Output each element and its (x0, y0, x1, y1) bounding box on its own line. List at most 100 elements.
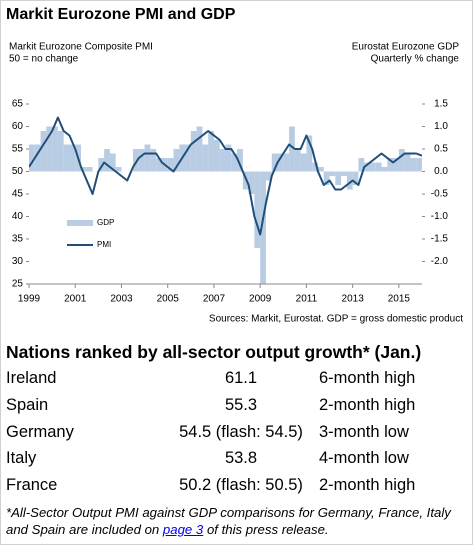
y2-tick-label: -2.0 (431, 256, 449, 267)
x-tick-label: 2001 (64, 294, 87, 305)
gdp-bar (173, 149, 180, 172)
x-tick-label: 2011 (296, 294, 318, 305)
gdp-bar (115, 167, 122, 172)
table-row: Ireland 61.1 6-month high (1, 365, 472, 392)
y2-tick-label: -1.5 (431, 234, 449, 245)
footnote-text: of this press release. (206, 522, 329, 537)
legend-label: PMI (97, 240, 111, 249)
y2-tick-label: -0.5 (431, 189, 449, 200)
gdp-bar (317, 167, 324, 172)
gdp-bar (190, 131, 197, 172)
trend: 3-month low (319, 422, 409, 441)
gdp-bar (294, 149, 301, 172)
right-axis-label: Eurostat Eurozone GDP (352, 42, 460, 53)
gdp-bar (404, 153, 411, 172)
country: Spain (6, 395, 49, 414)
gdp-bar (81, 167, 87, 172)
y2-tick-label: 1.0 (434, 121, 448, 132)
gdp-bar (289, 126, 295, 172)
pmi-value: 50.2 (flash: 50.5) (179, 476, 303, 495)
y2-tick-label: 0.5 (434, 144, 448, 155)
gdp-bar (138, 149, 145, 172)
gdp-bar (335, 171, 342, 185)
x-tick-label: 2009 (249, 294, 272, 305)
gdp-bar (185, 144, 191, 172)
gdp-bar (300, 153, 307, 172)
gdp-bar (156, 158, 162, 172)
table-row: Italy 53.8 4-month low (1, 445, 472, 472)
gdp-bar (248, 171, 255, 194)
gdp-bar (387, 158, 394, 172)
gdp-bar (29, 144, 35, 172)
left-axis-label: Markit Eurozone Composite PMI (9, 42, 153, 53)
x-tick-label: 1999 (18, 294, 41, 305)
gdp-bar (329, 171, 336, 176)
gdp-bar (46, 126, 53, 172)
footnote: *All-Sector Output PMI against GDP compa… (6, 504, 468, 538)
gdp-bar (398, 149, 405, 172)
gdp-bar (358, 158, 365, 172)
gdp-bar (341, 171, 347, 176)
x-tick-label: 2005 (157, 294, 180, 305)
gdp-bar (306, 135, 313, 172)
y2-tick-label: -1.0 (431, 211, 449, 222)
pmi-value: 55.3 (224, 395, 258, 414)
y2-tick-label: 0.0 (434, 166, 448, 177)
country: Italy (6, 449, 37, 468)
gdp-bar (69, 144, 76, 172)
gdp-bar (40, 131, 47, 172)
gdp-bar (231, 153, 238, 172)
gdp-bar (104, 149, 110, 172)
country: Germany (6, 422, 74, 441)
gdp-bar (393, 158, 399, 172)
gdp-bar (265, 171, 272, 181)
y-tick-label: 35 (12, 234, 24, 245)
gdp-bar (202, 144, 209, 172)
gdp-bar (144, 144, 151, 172)
gdp-bar (34, 144, 41, 172)
gdp-bar (133, 149, 139, 172)
gdp-bar (346, 171, 353, 190)
y-tick-label: 25 (12, 279, 24, 290)
trend: 6-month high (319, 369, 416, 387)
trend: 2-month high (319, 476, 416, 495)
table-row: Germany 54.5 (flash: 54.5) 3-month low (1, 419, 472, 446)
gdp-bar (277, 153, 284, 172)
y-tick-label: 40 (12, 211, 24, 222)
x-tick-label: 2013 (342, 294, 365, 305)
page-link[interactable]: page 3 (162, 522, 204, 537)
gdp-bar (208, 131, 214, 172)
table-body: Ireland 61.1 6-month high Spain 55.3 2-month … (1, 365, 472, 499)
y-tick-label: 30 (12, 256, 24, 267)
gdp-bar (109, 153, 116, 172)
gdp-bar (283, 153, 290, 172)
gdp-bar (63, 144, 70, 172)
y-tick-label: 50 (12, 166, 24, 177)
ranking-table: Nations ranked by all-sector output grow… (1, 339, 472, 499)
gdp-bar (225, 144, 232, 172)
pmi-value: 53.8 (224, 449, 258, 468)
left-axis-label: 50 = no change (9, 54, 79, 65)
gdp-bar (323, 171, 330, 185)
gdp-bar (219, 149, 226, 172)
plot-area (29, 116, 422, 284)
gdp-bar (98, 158, 105, 172)
gdp-bar (86, 167, 93, 172)
trend: 4-month low (319, 449, 409, 468)
gdp-bar (196, 126, 203, 172)
gdp-bar (260, 171, 266, 284)
chart: Markit Eurozone PMI and GDP Markit Euroz… (6, 6, 463, 324)
right-axis-label: Quarterly % change (371, 54, 460, 65)
gdp-bar (213, 140, 220, 172)
gdp-bar (150, 149, 157, 172)
gdp-bar (416, 158, 422, 172)
y-tick-label: 60 (12, 121, 24, 132)
y-tick-label: 55 (12, 144, 24, 155)
legend-label: GDP (97, 218, 114, 227)
chart-title: Markit Eurozone PMI and GDP (6, 6, 236, 23)
footnote-text: *All-Sector Output PMI against GDP compa… (6, 505, 451, 537)
gdp-bar (254, 171, 261, 248)
pmi-value: 54.5 (flash: 54.5) (179, 422, 303, 441)
table-title: Nations ranked by all-sector output grow… (6, 342, 422, 362)
x-tick-label: 2015 (388, 294, 411, 305)
